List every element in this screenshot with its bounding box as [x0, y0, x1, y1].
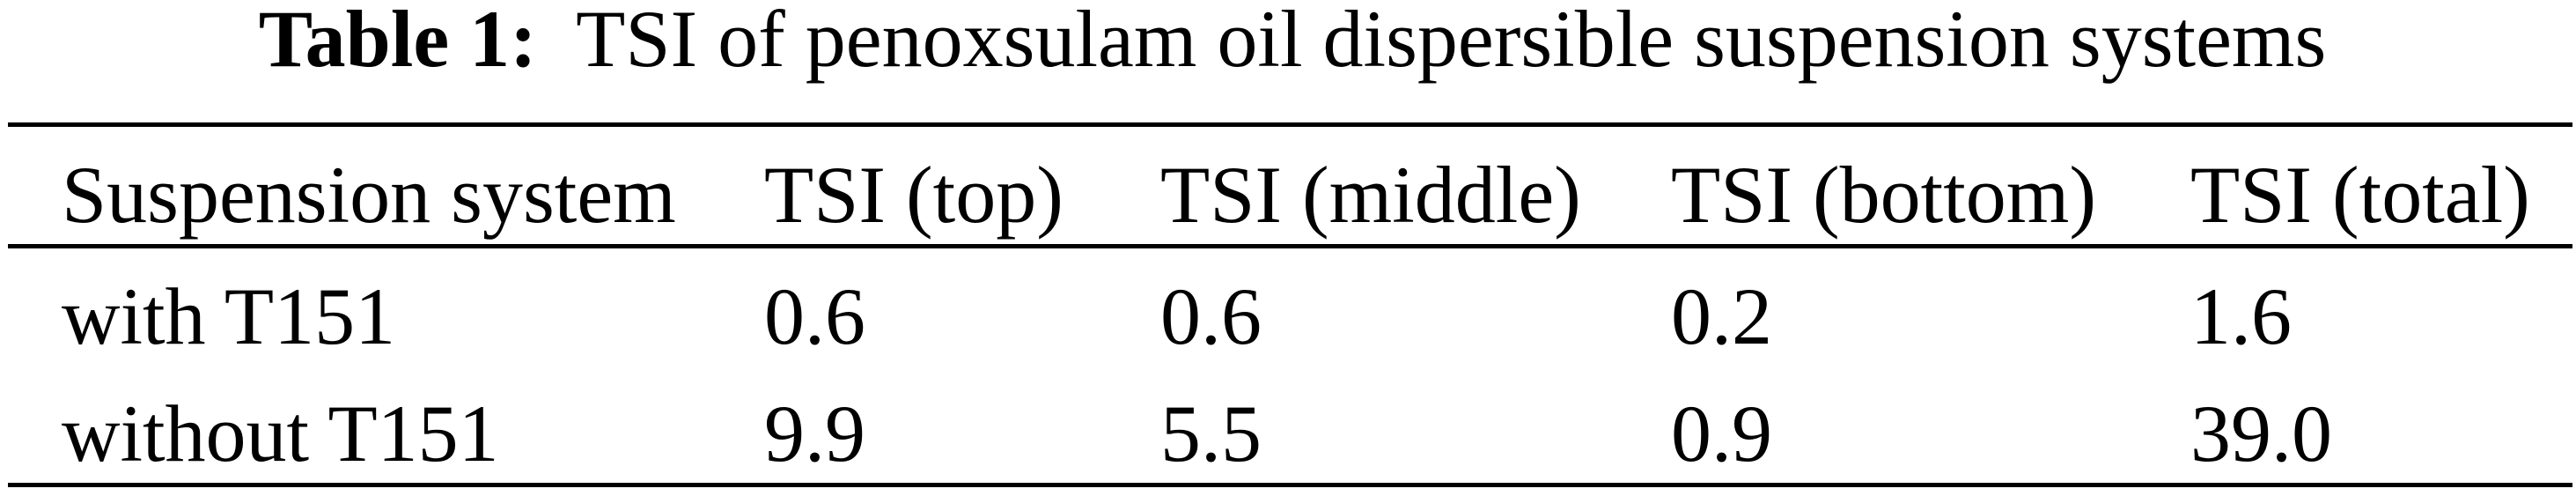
top-rule: [8, 122, 2572, 127]
cell-tsi-bottom: 0.9: [1671, 389, 1772, 478]
cell-system: without T151: [62, 389, 499, 478]
header-rule: [8, 244, 2572, 248]
cell-tsi-total: 39.0: [2190, 389, 2332, 478]
bottom-rule: [8, 483, 2572, 487]
cell-tsi-total: 1.6: [2190, 271, 2292, 361]
caption-text: TSI of penoxsulam oil dispersible suspen…: [576, 0, 2327, 84]
header-suspension-system: Suspension system: [62, 150, 676, 240]
cell-tsi-top: 9.9: [764, 389, 865, 478]
table-caption: Table 1: TSI of penoxsulam oil dispersib…: [0, 0, 2576, 79]
cell-tsi-top: 0.6: [764, 271, 865, 361]
caption-label: Table 1:: [258, 0, 537, 84]
header-tsi-top: TSI (top): [764, 150, 1064, 240]
header-tsi-total: TSI (total): [2190, 150, 2530, 240]
cell-system: with T151: [62, 271, 396, 361]
cell-tsi-middle: 5.5: [1160, 389, 1262, 478]
header-tsi-middle: TSI (middle): [1160, 150, 1581, 240]
cell-tsi-bottom: 0.2: [1671, 271, 1772, 361]
header-tsi-bottom: TSI (bottom): [1671, 150, 2096, 240]
cell-tsi-middle: 0.6: [1160, 271, 1262, 361]
